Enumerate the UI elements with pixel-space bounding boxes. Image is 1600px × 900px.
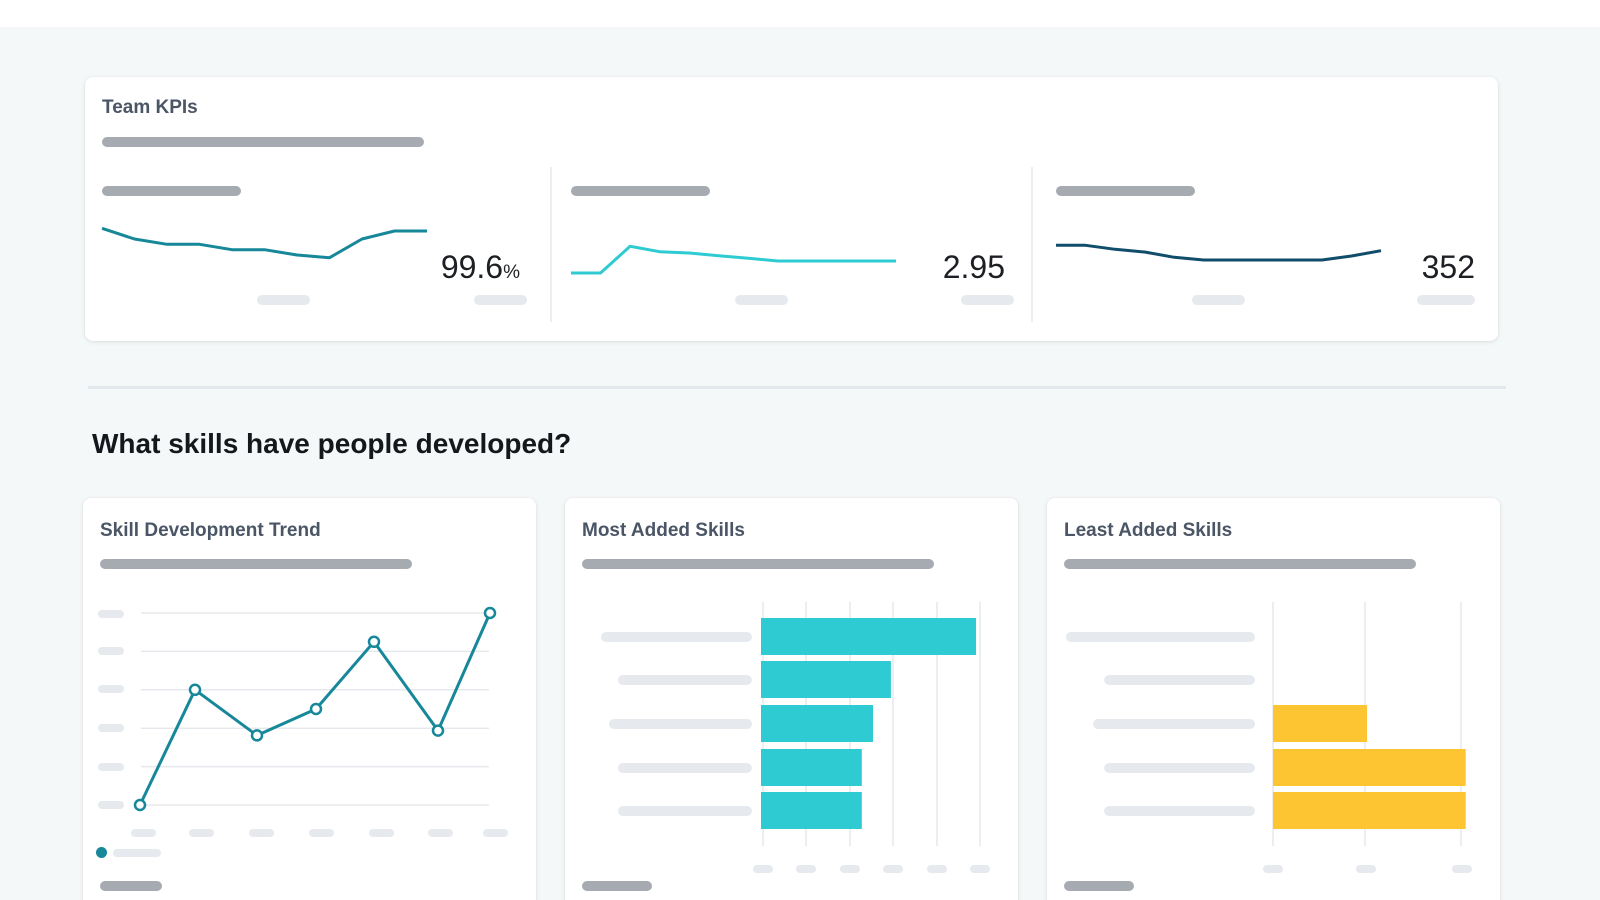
kpi-sparkline [1056, 243, 1382, 262]
most-added-skills-card: Most Added Skills [565, 498, 1018, 900]
kpi-value: 352 [1335, 249, 1475, 286]
x-tick-placeholder [249, 829, 274, 837]
card-subtitle-placeholder [1064, 559, 1416, 569]
kpi-axis-placeholder [735, 295, 788, 305]
kpi-caption-placeholder [474, 295, 527, 305]
least-added-chart [1272, 602, 1466, 846]
section-divider [88, 386, 1506, 389]
x-tick-placeholder [369, 829, 394, 837]
kpi-divider [550, 167, 552, 322]
card-subtitle-placeholder [582, 559, 934, 569]
bar[interactable] [761, 618, 977, 655]
kpi-value: 2.95 [865, 249, 1005, 286]
kpi-axis-placeholder [257, 295, 310, 305]
kpi-value-number: 352 [1421, 249, 1475, 285]
bar[interactable] [761, 749, 862, 786]
y-tick-placeholder [98, 763, 124, 771]
legend-label-placeholder [113, 849, 161, 857]
card-footer-placeholder [582, 881, 652, 891]
category-label-placeholder [1066, 632, 1255, 642]
category-label-placeholder [618, 675, 752, 685]
trend-point[interactable] [367, 635, 381, 649]
sparkline-icon [1056, 243, 1382, 262]
bar[interactable] [1273, 792, 1466, 829]
kpi-value-number: 99.6 [440, 249, 504, 285]
category-label-placeholder [601, 632, 752, 642]
kpi-label-placeholder [102, 186, 241, 196]
kpi-axis-placeholder [1192, 295, 1245, 305]
x-tick-placeholder [883, 865, 903, 873]
category-label-placeholder [1104, 675, 1255, 685]
x-tick-placeholder [1452, 865, 1472, 873]
x-tick-placeholder [309, 829, 334, 837]
kpi-caption-placeholder [961, 295, 1014, 305]
y-tick-placeholder [98, 610, 124, 618]
x-tick-placeholder [1263, 865, 1283, 873]
most-added-chart [761, 602, 981, 846]
trend-point[interactable] [188, 683, 202, 697]
category-label-placeholder [1104, 806, 1255, 816]
card-subtitle-placeholder [100, 559, 412, 569]
card-title: Least Added Skills [1064, 520, 1233, 541]
category-label-placeholder [1093, 719, 1255, 729]
card-subtitle-placeholder [102, 137, 424, 147]
x-tick-placeholder [131, 829, 156, 837]
x-tick-placeholder [927, 865, 947, 873]
category-label-placeholder [618, 763, 752, 773]
card-title: Team KPIs [102, 97, 198, 118]
kpi-label-placeholder [1056, 186, 1195, 196]
y-tick-placeholder [98, 801, 124, 809]
category-label-placeholder [609, 719, 752, 729]
y-tick-placeholder [98, 685, 124, 693]
kpi-value-number: 2.95 [942, 249, 1005, 285]
sparkline-icon [571, 244, 896, 275]
least-added-skills-card: Least Added Skills [1047, 498, 1500, 900]
x-tick-placeholder [1356, 865, 1376, 873]
x-tick-placeholder [970, 865, 990, 873]
trend-point[interactable] [250, 729, 264, 742]
card-footer-placeholder [100, 881, 162, 891]
category-label-placeholder [1104, 763, 1255, 773]
kpi-divider [1031, 167, 1033, 322]
kpi-value-unit: % [503, 262, 520, 283]
legend-dot-icon [96, 847, 107, 858]
trend-point[interactable] [309, 702, 323, 716]
trend-point[interactable] [133, 798, 147, 812]
x-tick-placeholder [796, 865, 816, 873]
top-bar [0, 0, 1600, 27]
bar[interactable] [1273, 705, 1367, 742]
trend-chart [133, 606, 497, 812]
bar[interactable] [1273, 749, 1466, 786]
card-title: Skill Development Trend [100, 520, 321, 541]
kpi-value: 99.6% [385, 249, 520, 286]
x-tick-placeholder [483, 829, 508, 837]
section-title: What skills have people developed? [92, 428, 572, 459]
y-tick-placeholder [98, 724, 124, 732]
y-tick-placeholder [98, 647, 124, 655]
kpi-sparkline [571, 244, 896, 275]
sparkline-icon [101, 226, 427, 260]
bar[interactable] [761, 792, 862, 829]
x-tick-placeholder [428, 829, 453, 837]
kpi-caption-placeholder [1417, 295, 1475, 305]
trend-point[interactable] [431, 724, 445, 737]
card-title: Most Added Skills [582, 520, 745, 541]
bar[interactable] [761, 705, 873, 742]
team-kpis-card: Team KPIs 99.6% 2.95 352 [85, 77, 1498, 341]
x-tick-placeholder [753, 865, 773, 873]
trend-point[interactable] [483, 606, 497, 620]
bar[interactable] [761, 661, 891, 698]
x-tick-placeholder [189, 829, 214, 837]
x-tick-placeholder [840, 865, 860, 873]
category-label-placeholder [618, 806, 752, 816]
kpi-sparkline [101, 226, 427, 260]
card-footer-placeholder [1064, 881, 1134, 891]
skill-development-trend-card: Skill Development Trend [83, 498, 536, 900]
kpi-label-placeholder [571, 186, 710, 196]
